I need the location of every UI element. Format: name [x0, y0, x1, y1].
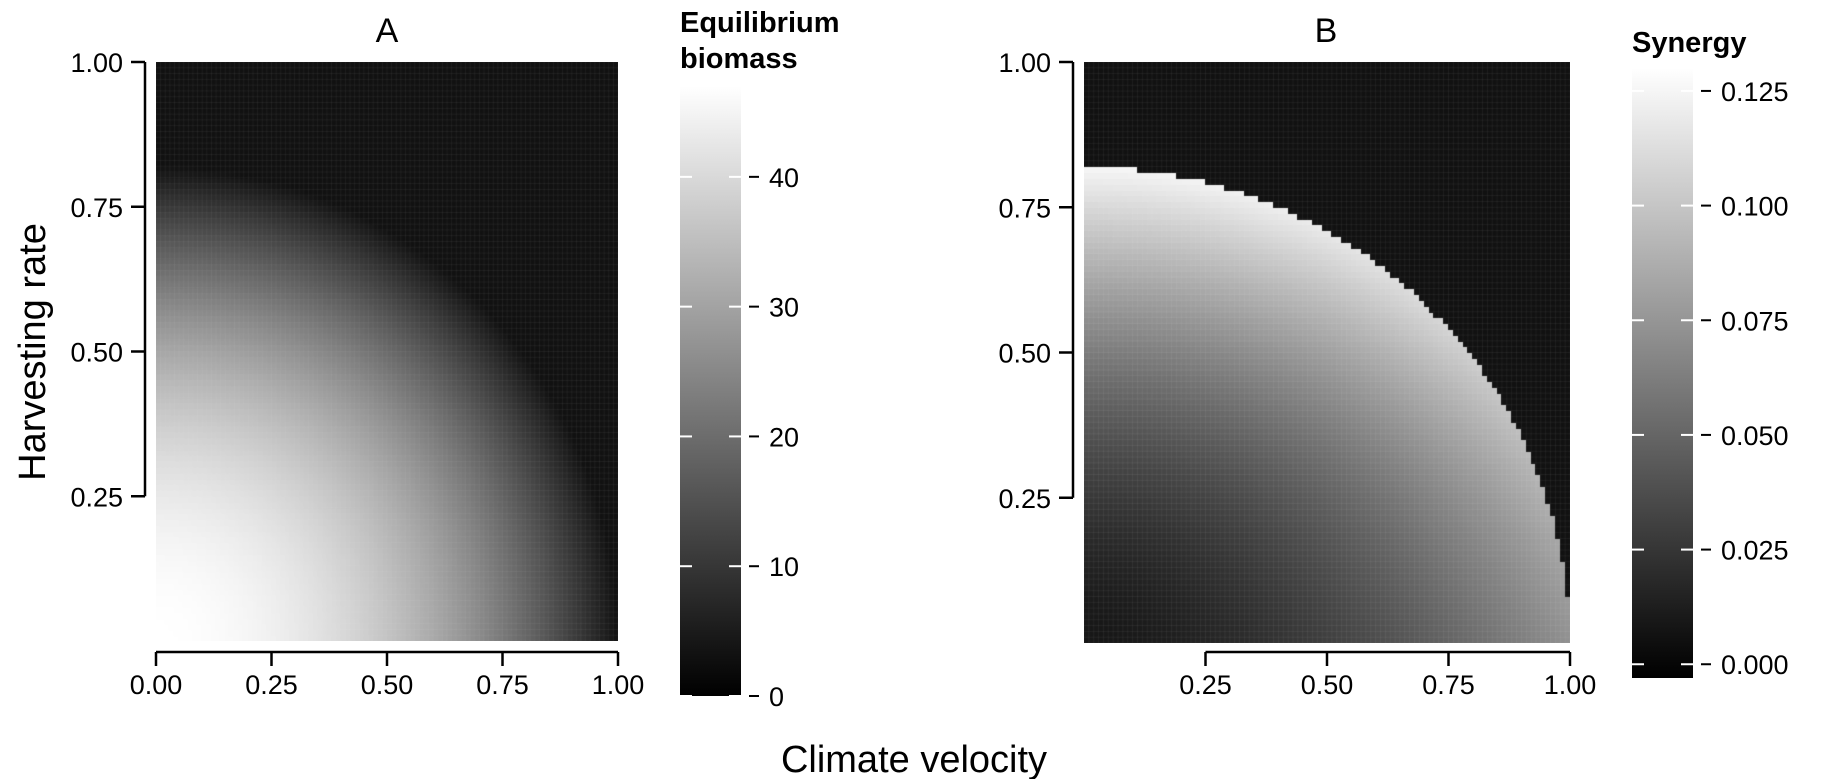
- heatmap-b: [1084, 62, 1570, 643]
- colorbar-a-label-1: 10: [769, 552, 799, 582]
- colorbar-a: Equilibrium biomass 0 10 20 30 40: [680, 7, 840, 712]
- x-tick-label-b-1: 0.50: [1301, 670, 1354, 700]
- panel-b: B 0.25 0.50 0.75 1.00 0.25 0.50 0.75 1.00 Syner…: [998, 12, 1788, 700]
- colorbar-b-gradient: [1632, 68, 1693, 678]
- x-tick-label-a-3: 0.75: [476, 670, 529, 700]
- y-tick-label-a-0: 0.25: [70, 482, 123, 512]
- axes-a: 0.00 0.25 0.50 0.75 1.00 0.25 0.50 0.75 1.00: [70, 48, 644, 700]
- colorbar-a-label-3: 30: [769, 293, 799, 323]
- y-tick-label-b-2: 0.75: [998, 193, 1051, 223]
- y-tick-label-b-3: 1.00: [998, 48, 1051, 78]
- colorbar-b-label-3: 0.075: [1721, 306, 1789, 336]
- x-tick-label-a-1: 0.25: [245, 670, 298, 700]
- colorbar-a-title-line-1: Equilibrium: [680, 7, 840, 39]
- x-tick-label-a-0: 0.00: [130, 670, 183, 700]
- colorbar-b-label-4: 0.100: [1721, 192, 1789, 222]
- x-tick-label-a-4: 1.00: [592, 670, 645, 700]
- colorbar-a-label-4: 40: [769, 163, 799, 193]
- y-tick-label-a-3: 1.00: [70, 48, 123, 78]
- x-tick-label-b-0: 0.25: [1179, 670, 1232, 700]
- x-tick-label-b-2: 0.75: [1422, 670, 1475, 700]
- heatmap-a: [156, 62, 618, 641]
- y-tick-label-b-1: 0.50: [998, 339, 1051, 369]
- colorbar-b: Synergy 0.000 0.025 0.050 0.075 0.100 0.125: [1632, 27, 1789, 680]
- colorbar-b-title: Synergy: [1632, 27, 1746, 59]
- colorbar-b-label-5: 0.125: [1721, 77, 1789, 107]
- panel-a: A 0.00 0.25 0.50 0.75 1.00 0.25 0.50 0.75 1.00 E…: [70, 7, 839, 712]
- axes-b: 0.25 0.50 0.75 1.00 0.25 0.50 0.75 1.00: [998, 48, 1596, 700]
- colorbar-a-label-0: 0: [769, 682, 784, 712]
- colorbar-a-title-line-2: biomass: [680, 43, 798, 75]
- x-axis-title: Climate velocity: [781, 739, 1047, 779]
- y-tick-label-a-2: 0.75: [70, 193, 123, 223]
- panel-a-title: A: [376, 12, 399, 50]
- y-tick-label-a-1: 0.50: [70, 338, 123, 368]
- panel-b-title: B: [1315, 12, 1338, 50]
- colorbar-b-label-2: 0.050: [1721, 421, 1789, 451]
- colorbar-a-label-2: 20: [769, 422, 799, 452]
- y-axis-title: Harvesting rate: [12, 223, 54, 481]
- colorbar-a-gradient: [680, 86, 741, 696]
- x-tick-label-a-2: 0.50: [361, 670, 414, 700]
- y-tick-label-b-0: 0.25: [998, 484, 1051, 514]
- colorbar-b-label-1: 0.025: [1721, 536, 1789, 566]
- colorbar-b-label-0: 0.000: [1721, 650, 1789, 680]
- x-tick-label-b-3: 1.00: [1544, 670, 1597, 700]
